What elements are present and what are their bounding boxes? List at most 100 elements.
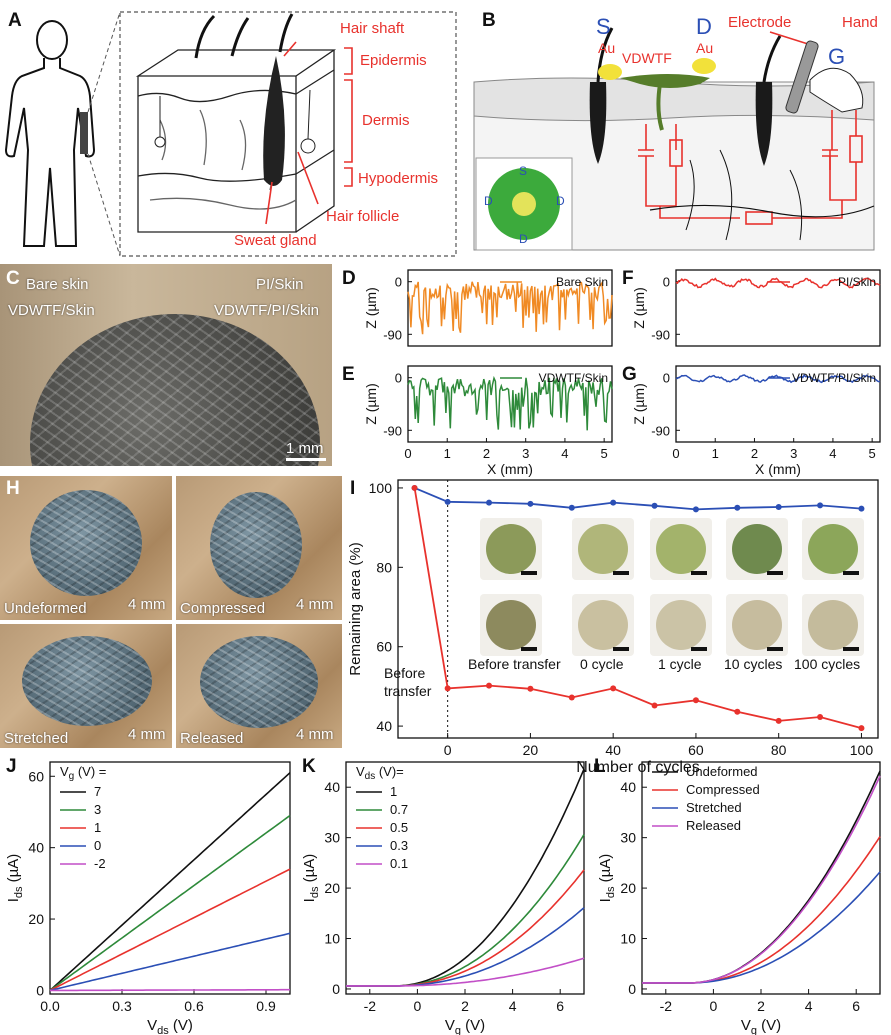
xtick-label-J-0: 0.0	[40, 998, 60, 1014]
hair-follicle-label: Hair follicle	[326, 208, 400, 225]
thumb-100-bottom	[802, 594, 864, 656]
legend-title-J: Vg (V) =	[60, 764, 106, 782]
layer-brackets	[265, 41, 353, 225]
curve-J-1	[49, 814, 291, 992]
legend-label-F: PI/Skin	[838, 275, 876, 289]
scale-label-h4: 4 mm	[296, 726, 334, 743]
legend-label-J-1: 3	[94, 802, 101, 817]
point-I-blue-8	[734, 504, 741, 511]
panel-label-c: C	[6, 268, 20, 289]
vdwtf-label: VDWTF	[622, 50, 672, 66]
plot-frame-G	[675, 365, 881, 443]
inset-drain-label-3: D	[519, 232, 528, 246]
point-I-blue-3	[527, 500, 534, 507]
pi-skin-label: PI/Skin	[256, 276, 304, 293]
xtick-label-G-4: 4	[829, 446, 836, 461]
legend-label-L-2: Stretched	[686, 800, 742, 815]
curve-K-4	[346, 957, 585, 987]
point-I-red-6	[651, 702, 658, 709]
ytick-label-G-0: 0	[663, 371, 670, 386]
ylabel-F: Z (µm)	[631, 287, 647, 329]
xtick-label-I-3: 60	[688, 742, 704, 758]
thumb-before-top	[480, 518, 542, 580]
gate-label: G	[828, 44, 846, 69]
point-I-red-7	[692, 697, 699, 704]
mesh-stretched	[22, 636, 152, 726]
human-silhouette-icon	[4, 20, 96, 247]
legend-label-K-3: 0.3	[390, 838, 408, 853]
dermis-label: Dermis	[362, 112, 410, 129]
au-right-label: Au	[696, 40, 714, 56]
undeformed-label: Undeformed	[4, 600, 87, 617]
plot-frame-K	[345, 761, 585, 995]
ytick-label-G-1: -90	[651, 423, 670, 438]
curve-L-3	[642, 775, 881, 984]
profile-line-E	[407, 375, 613, 431]
xtick-label-I-4: 80	[771, 742, 787, 758]
legend-label-J-2: 1	[94, 820, 101, 835]
point-I-red-4	[568, 694, 575, 701]
thumb-label-before: Before transfer	[468, 656, 561, 672]
ytick-label-L-2: 20	[620, 880, 636, 896]
au-left-label: Au	[598, 40, 616, 56]
xtick-label-E-5: 5	[601, 446, 608, 461]
curve-K-1	[346, 834, 585, 987]
panel-b: B	[470, 0, 891, 258]
hair-follicle-shape	[263, 56, 285, 186]
legend-label-G: VDWTF/PI/Skin	[792, 371, 876, 385]
inset-source-label: S	[519, 164, 528, 178]
xtick-label-G-3: 3	[790, 446, 797, 461]
plot-frame-E	[407, 365, 613, 443]
thumb-label-1: 1 cycle	[658, 656, 702, 672]
compressed-label: Compressed	[180, 600, 266, 617]
xtick-label-J-1: 0.3	[112, 998, 132, 1014]
point-I-red-5	[610, 685, 617, 692]
thumb-0-top	[572, 518, 634, 580]
ylabel-E: Z (µm)	[363, 383, 379, 425]
xtick-label-I-5: 100	[850, 742, 874, 758]
panel-label-g: G	[622, 364, 637, 385]
hair-shaft-label: Hair shaft	[340, 20, 405, 37]
point-I-red-0	[411, 484, 418, 491]
panel-label-b: B	[482, 10, 496, 31]
device-schematic	[473, 27, 875, 251]
xtick-label-I-0: 0	[444, 742, 452, 758]
scale-label-h1: 4 mm	[128, 596, 166, 613]
thumb-before-bottom	[480, 594, 542, 656]
panel-label-h: H	[6, 478, 20, 499]
panel-label-i: I	[350, 478, 356, 499]
curve-J-4	[50, 988, 290, 992]
point-I-red-10	[817, 713, 824, 720]
ytick-label-I-0: 40	[376, 718, 392, 734]
ytick-label-K-4: 40	[324, 779, 340, 795]
thumb-label-0: 0 cycle	[580, 656, 624, 672]
ylabel-K: Ids (µA)	[301, 854, 321, 903]
xtick-label-K-0: -2	[364, 998, 377, 1014]
xlabel-J: Vds (V)	[147, 1017, 193, 1035]
ytick-label-K-0: 0	[332, 981, 340, 997]
plot-frame-D	[407, 269, 613, 347]
point-I-blue-2	[486, 499, 493, 506]
panel-h: H Undeformed Compressed Stretched Releas…	[0, 476, 342, 748]
ytick-label-L-1: 10	[620, 931, 636, 947]
xtick-label-I-2: 40	[605, 742, 621, 758]
xtick-label-L-1: 0	[710, 998, 718, 1014]
electrode-label: Electrode	[728, 14, 792, 31]
ytick-label-F-1: -90	[651, 327, 670, 342]
panel-label-d: D	[342, 268, 356, 289]
legend-label-K-2: 0.5	[390, 820, 408, 835]
point-I-blue-4	[568, 504, 575, 511]
skin-illustration	[4, 11, 457, 257]
panel-label-j: J	[6, 756, 17, 777]
xtick-label-E-4: 4	[561, 446, 568, 461]
zoom-box	[119, 11, 457, 257]
point-I-red-1	[444, 685, 451, 692]
curve-K-2	[346, 869, 585, 987]
point-I-blue-11	[858, 505, 865, 512]
vdwtf-skin-label: VDWTF/Skin	[8, 302, 95, 319]
legend-label-L-3: Released	[686, 818, 741, 833]
point-I-blue-9	[775, 503, 782, 510]
legend-label-L-0: Undeformed	[686, 764, 758, 779]
xlabel-K: Vg (V)	[445, 1017, 485, 1035]
panel-label-a: A	[8, 10, 22, 31]
